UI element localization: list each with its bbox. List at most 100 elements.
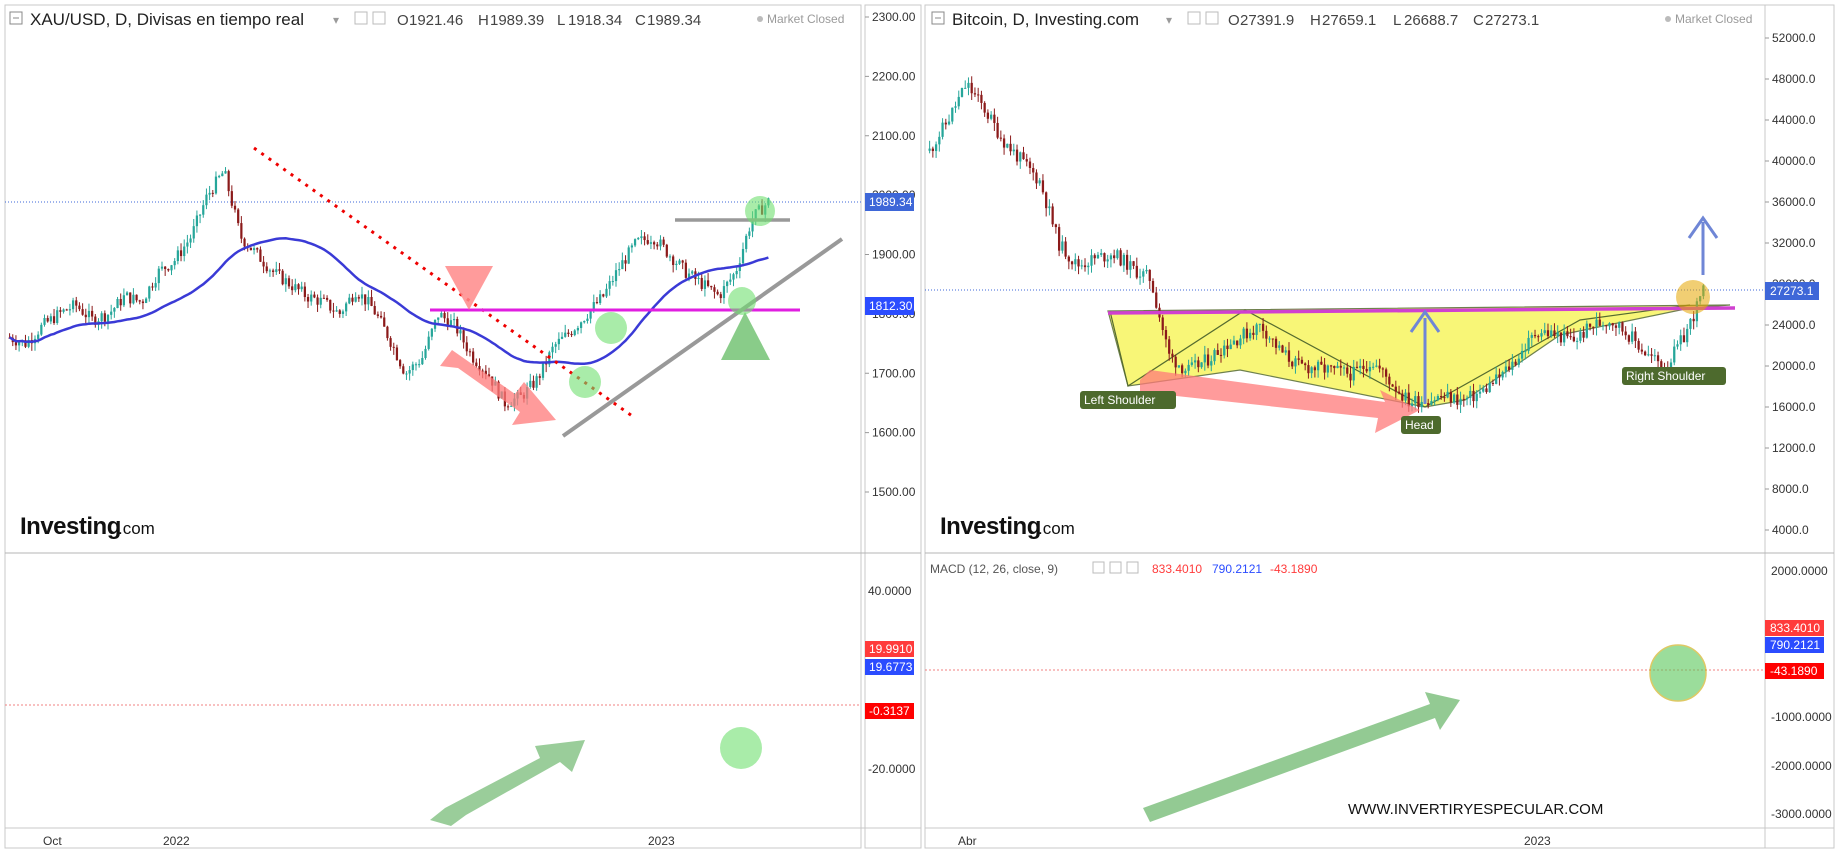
right-candle bbox=[1452, 394, 1456, 403]
left-candle bbox=[370, 297, 373, 306]
right-y-tick-10: 12000.0 bbox=[1772, 441, 1816, 455]
left-candle bbox=[627, 247, 630, 264]
website-watermark: WWW.INVERTIRYESPECULAR.COM bbox=[1348, 801, 1603, 818]
right-candle bbox=[1106, 259, 1109, 262]
right-candle bbox=[1682, 335, 1686, 343]
left-candle bbox=[618, 269, 621, 271]
left-candle bbox=[237, 209, 240, 224]
right-macd-close-icon[interactable] bbox=[1126, 561, 1139, 574]
left-macd-tag-3-text: -0.3137 bbox=[869, 704, 910, 718]
right-x-tick-2023: 2023 bbox=[1524, 834, 1551, 848]
left-candle bbox=[659, 239, 662, 247]
left-price-tag bbox=[865, 193, 914, 211]
right-candle bbox=[1686, 328, 1689, 343]
right-candle bbox=[1252, 332, 1255, 335]
left-candle bbox=[592, 302, 595, 310]
right-title-dropdown-icon[interactable]: ▾ bbox=[1166, 13, 1172, 27]
right-candle bbox=[1336, 365, 1339, 369]
right-candle bbox=[1032, 167, 1035, 173]
left-candle bbox=[567, 332, 570, 334]
right-settings-icon[interactable] bbox=[1205, 11, 1219, 25]
left-candle bbox=[589, 309, 592, 319]
left-macd-tick-1: 40.0000 bbox=[868, 584, 912, 598]
right-candle bbox=[1177, 365, 1181, 368]
right-candle bbox=[1650, 354, 1653, 356]
right-candle bbox=[1381, 368, 1385, 370]
right-candle bbox=[1601, 325, 1605, 327]
left-candle bbox=[145, 298, 148, 304]
left-ohlc-high: 1989.39 bbox=[490, 12, 544, 29]
right-candle bbox=[1469, 390, 1472, 398]
left-ma-tag bbox=[865, 297, 914, 315]
left-candle bbox=[218, 176, 221, 178]
right-candle bbox=[1116, 250, 1119, 259]
right-macd-settings-icon[interactable] bbox=[1109, 561, 1122, 574]
left-candle bbox=[462, 330, 465, 343]
right-macd-value-2: 790.2121 bbox=[1212, 562, 1262, 576]
right-candle bbox=[1109, 255, 1113, 260]
right-candle bbox=[1611, 323, 1614, 326]
left-candle bbox=[570, 333, 573, 336]
right-macd-tag-2 bbox=[1765, 637, 1824, 653]
left-buy-triangle bbox=[721, 312, 770, 360]
left-candle bbox=[195, 215, 199, 227]
right-candle bbox=[954, 106, 957, 108]
right-candle bbox=[993, 114, 996, 123]
left-ohlc-h-label: H bbox=[478, 12, 489, 29]
right-candle bbox=[1278, 345, 1281, 348]
right-candle bbox=[1414, 396, 1417, 404]
right-candle bbox=[1569, 336, 1572, 338]
right-candle bbox=[1297, 358, 1300, 360]
right-candle bbox=[1019, 152, 1022, 162]
left-candle bbox=[18, 342, 21, 346]
left-candle bbox=[379, 315, 383, 318]
right-candle bbox=[1300, 359, 1304, 364]
left-candle bbox=[43, 318, 46, 325]
left-ma-tag-text: 1812.30 bbox=[869, 299, 913, 313]
left-candle bbox=[729, 279, 732, 282]
left-settings-icon[interactable] bbox=[372, 11, 386, 25]
left-candle bbox=[681, 260, 684, 263]
right-panel bbox=[924, 4, 1766, 849]
left-candle bbox=[672, 256, 675, 266]
right-macd-visibility-icon[interactable] bbox=[1092, 561, 1105, 574]
left-title-dropdown-icon[interactable]: ▾ bbox=[333, 13, 339, 27]
right-candle bbox=[931, 148, 934, 152]
right-candle bbox=[1171, 353, 1174, 357]
right-candle bbox=[1206, 354, 1210, 366]
left-candle bbox=[722, 286, 726, 299]
right-collapse-icon[interactable] bbox=[931, 11, 945, 25]
right-candle bbox=[1553, 330, 1556, 337]
right-candle bbox=[1618, 322, 1621, 328]
left-candle bbox=[170, 265, 173, 271]
left-candle bbox=[119, 299, 122, 306]
right-market-status: Market Closed bbox=[1675, 12, 1752, 26]
left-collapse-icon[interactable] bbox=[9, 11, 23, 25]
right-candle bbox=[1440, 396, 1443, 398]
left-ohlc-low: 1918.34 bbox=[568, 12, 622, 29]
left-price-tag-text: 1989.34 bbox=[869, 195, 913, 209]
left-candle bbox=[414, 364, 418, 366]
left-x-tick-2023: 2023 bbox=[648, 834, 675, 848]
right-visibility-icon[interactable] bbox=[1187, 11, 1201, 25]
right-candle bbox=[1041, 180, 1045, 193]
left-candle bbox=[364, 294, 367, 305]
left-candle bbox=[243, 238, 246, 247]
left-candle bbox=[37, 334, 40, 339]
left-candle bbox=[27, 340, 30, 347]
left-candle bbox=[116, 299, 119, 309]
right-candle bbox=[1394, 386, 1397, 392]
left-candle bbox=[325, 297, 329, 300]
left-candle bbox=[691, 271, 694, 274]
right-candle bbox=[1643, 351, 1647, 356]
left-candle bbox=[78, 305, 81, 310]
right-candle bbox=[957, 96, 960, 107]
right-candle bbox=[1006, 143, 1009, 148]
right-candle bbox=[1368, 366, 1372, 372]
left-y-tick-7: 1600.00 bbox=[872, 426, 916, 440]
left-candle bbox=[71, 300, 75, 310]
right-candle bbox=[1520, 350, 1524, 359]
left-visibility-icon[interactable] bbox=[354, 11, 368, 25]
right-candle bbox=[1472, 390, 1475, 402]
right-macd-tick-3: -2000.0000 bbox=[1771, 759, 1832, 773]
